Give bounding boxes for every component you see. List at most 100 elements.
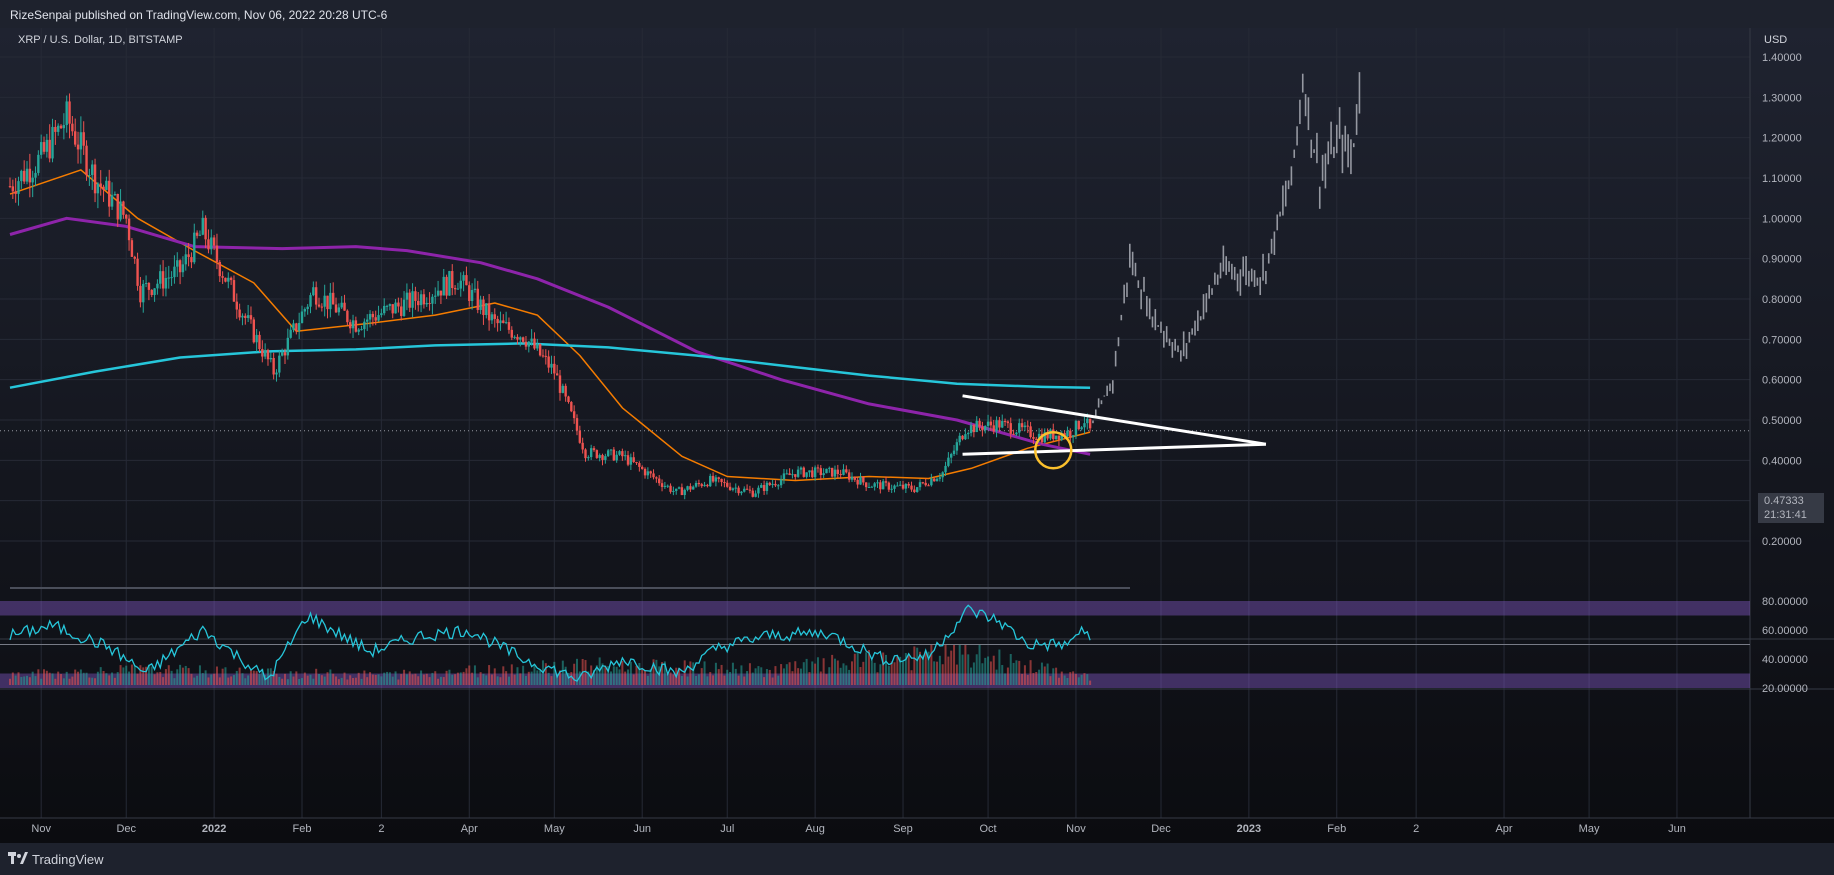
candle-body [955, 442, 959, 451]
volume-bar [627, 669, 630, 685]
volume-bar [113, 677, 116, 685]
candle-body [102, 186, 105, 190]
volume-bar [31, 671, 34, 685]
candle-body [499, 320, 502, 324]
volume-bar [788, 662, 791, 685]
candle-body [153, 288, 156, 295]
candle-body [572, 411, 576, 419]
volume-bar [748, 663, 751, 685]
time-axis-label: 2 [1413, 823, 1419, 835]
volume-bar [20, 676, 23, 685]
volume-bar [349, 675, 352, 685]
candle-body [204, 217, 207, 240]
rsi-line [9, 604, 1091, 682]
candle-body [986, 421, 990, 426]
volume-bar [700, 668, 703, 685]
candle-body [575, 418, 579, 431]
candle-body [374, 317, 377, 321]
volume-bar [989, 661, 992, 685]
volume-bar [343, 672, 346, 685]
volume-bar [318, 674, 321, 685]
candle-body [110, 195, 114, 207]
candle-body [150, 289, 153, 295]
candle-body [127, 218, 131, 241]
candle-body [510, 329, 513, 338]
volume-bar [1015, 660, 1018, 685]
candle-body [553, 363, 556, 374]
candle-body [856, 479, 859, 485]
volume-bar [714, 662, 717, 685]
volume-bar [536, 670, 539, 685]
candle-body [521, 337, 525, 342]
price-chart[interactable]: 1.40000 1.30000 1.20000 1.10000 1.00000 0.900… [0, 28, 1834, 843]
volume-bar [1052, 668, 1055, 685]
candle-body [170, 277, 173, 279]
volume-bar [720, 664, 723, 685]
volume-bar [85, 672, 88, 685]
volume-bar [96, 671, 99, 685]
volume-bar [530, 671, 533, 685]
volume-bar [558, 670, 561, 685]
volume-bar [459, 672, 462, 685]
candle-body [456, 288, 460, 290]
candle-body [975, 420, 978, 433]
candle-body [317, 304, 321, 307]
volume-bar [303, 672, 306, 685]
volume-bars [9, 645, 1092, 685]
volume-bar [411, 674, 414, 685]
candle-body [65, 101, 68, 126]
candle-body [714, 477, 718, 482]
volume-bar [434, 671, 437, 685]
candle-body [989, 421, 993, 426]
volume-bar [26, 675, 29, 685]
candle-body [465, 275, 468, 286]
candle-body [723, 482, 726, 484]
volume-bar [301, 678, 304, 685]
candle-body [136, 258, 139, 286]
volume-bar [890, 661, 893, 685]
candle-body [402, 299, 406, 316]
candle-body [796, 469, 800, 477]
volume-bar [842, 663, 845, 685]
volume-bar [553, 661, 556, 685]
volume-bar [133, 665, 136, 685]
candle-body [794, 474, 797, 477]
volume-bar [859, 667, 862, 685]
candle-body [816, 467, 820, 469]
volume-bar [94, 678, 97, 685]
candle-body [958, 435, 961, 443]
time-axis-label: Oct [980, 823, 997, 835]
candle-body [879, 482, 882, 490]
candle-body [1026, 425, 1029, 427]
volume-bar [936, 661, 939, 685]
candle-body [782, 473, 786, 480]
volume-bar [649, 668, 652, 685]
candle-body [669, 485, 672, 492]
volume-bar [414, 673, 417, 685]
candle-body [859, 476, 862, 485]
candle-body [144, 282, 148, 284]
candle-body [241, 315, 244, 318]
volume-bar [479, 672, 482, 685]
volume-bar [703, 661, 706, 685]
tradingview-logo-icon[interactable] [8, 852, 28, 866]
volume-bar [383, 672, 386, 685]
candle-body [731, 488, 735, 490]
volume-bar [198, 665, 201, 685]
volume-bar [442, 677, 445, 685]
candle-body [190, 257, 193, 263]
volume-bar [422, 674, 425, 685]
volume-bar [590, 665, 593, 685]
volume-bar [147, 664, 150, 685]
candle-body [666, 485, 669, 487]
time-axis-label: 2023 [1237, 823, 1261, 835]
axes: 1.40000 1.30000 1.20000 1.10000 1.00000 0.900… [31, 52, 1807, 835]
volume-bar [51, 673, 54, 685]
candle-body [147, 282, 151, 290]
volume-bar [663, 661, 666, 685]
candle-body [652, 473, 655, 478]
brand-name[interactable]: TradingView [32, 852, 104, 867]
candle-body [400, 306, 403, 316]
volume-bar [1018, 660, 1021, 685]
volume-bar [791, 671, 794, 685]
